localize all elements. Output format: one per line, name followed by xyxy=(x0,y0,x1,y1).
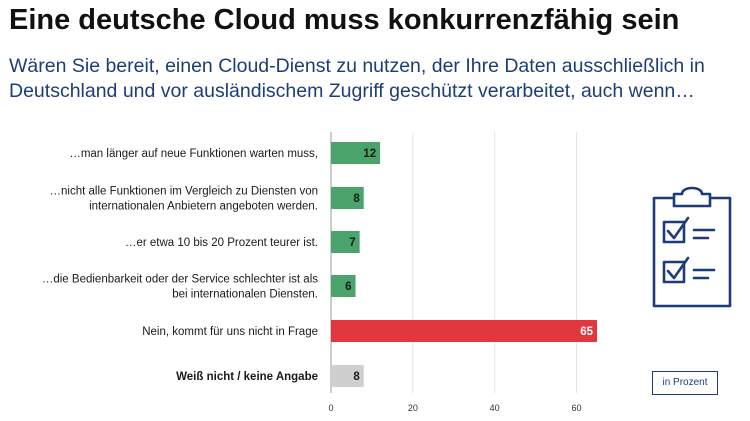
x-tick-label: 20 xyxy=(408,403,418,413)
unit-label: in Prozent xyxy=(652,371,718,395)
bar-value-label: 8 xyxy=(353,193,360,205)
clipboard-checklist-icon xyxy=(652,186,732,308)
chart-subtitle: Wären Sie bereit, einen Cloud-Dienst zu … xyxy=(9,55,705,102)
category-label: …nicht alle Funktionen im Vergleich zu D… xyxy=(50,186,318,198)
category-label: …man länger auf neue Funktionen warten m… xyxy=(69,148,318,160)
bar xyxy=(331,187,364,209)
bar xyxy=(331,275,356,297)
category-label: …er etwa 10 bis 20 Prozent teurer ist. xyxy=(125,237,318,249)
chart-title: Eine deutsche Cloud muss konkurrenzfähig… xyxy=(9,4,680,36)
bar-value-label: 12 xyxy=(363,148,376,160)
category-label: Nein, kommt für uns nicht in Frage xyxy=(142,326,318,338)
bar-value-label: 7 xyxy=(349,237,355,249)
category-label: bei internationalen Diensten. xyxy=(172,289,318,301)
bar xyxy=(331,231,360,253)
x-tick-label: 0 xyxy=(328,403,333,413)
bar xyxy=(331,365,364,387)
bar-value-label: 6 xyxy=(345,281,351,293)
bar-value-label: 8 xyxy=(353,371,360,383)
category-label: internationalen Anbietern angeboten werd… xyxy=(89,201,318,213)
category-label: Weiß nicht / keine Angabe xyxy=(176,371,318,383)
x-tick-label: 40 xyxy=(490,403,500,413)
bar-value-label: 65 xyxy=(580,326,593,338)
category-label: …die Bedienbarkeit oder der Service schl… xyxy=(42,274,318,286)
bar xyxy=(331,320,597,342)
x-tick-label: 60 xyxy=(572,403,582,413)
bar xyxy=(331,142,381,164)
